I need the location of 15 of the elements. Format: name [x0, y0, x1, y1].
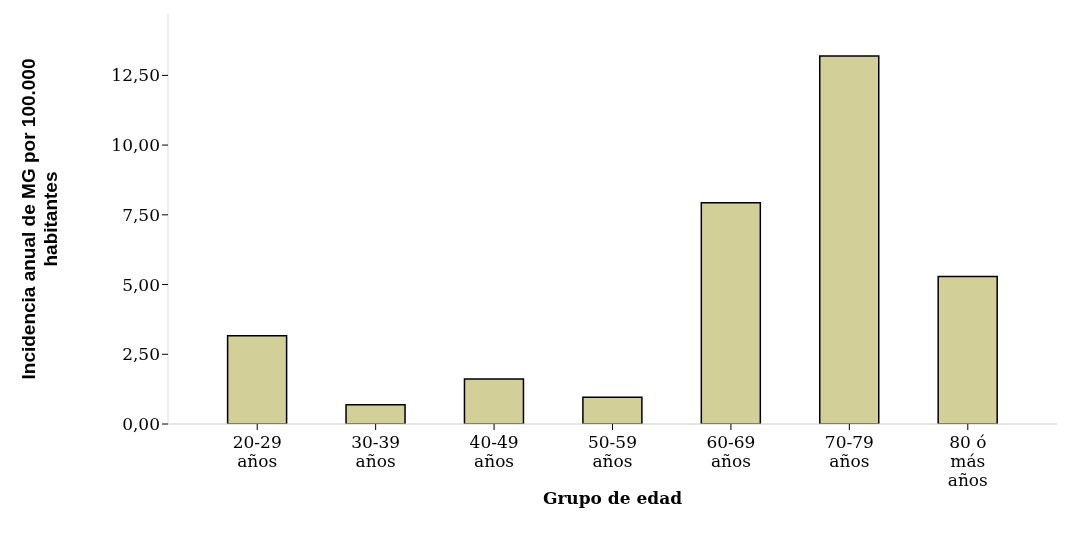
x-axis-title: Grupo de edad [542, 488, 683, 508]
x-tick-label: 80 ó más años [947, 432, 988, 490]
y-tick-label: 2,50 [122, 344, 160, 365]
x-tick-label: 40-49 años [469, 432, 519, 471]
y-tick-label: 5,00 [122, 274, 160, 295]
y-tick-label: 10,00 [111, 135, 160, 156]
x-tick-label: 20-29 años [232, 432, 282, 471]
x-tick-label: 30-39 años [351, 432, 401, 471]
y-tick-label: 7,50 [122, 204, 160, 225]
y-tick-label: 12,50 [111, 65, 160, 86]
x-tick-label: 50-59 años [587, 432, 638, 471]
x-tick-label: 70-79 años [824, 432, 874, 471]
y-tick-label: 0,00 [122, 414, 160, 435]
x-tick-label: 60-69 años [706, 432, 756, 471]
y-axis-title: Incidencia anual de MG por 100.000 habitantes [18, 58, 61, 380]
